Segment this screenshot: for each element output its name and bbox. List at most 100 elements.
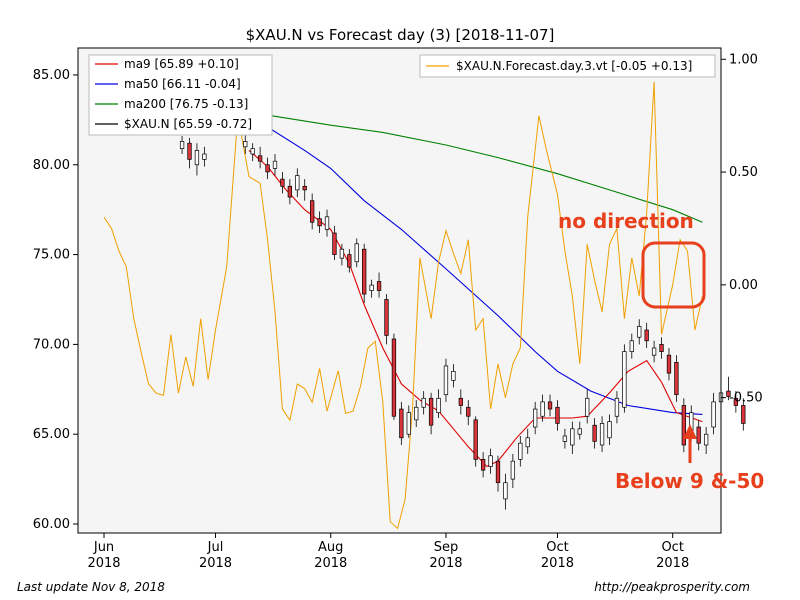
annotation-arrow-head — [683, 424, 697, 439]
candle-body — [421, 397, 426, 408]
annotation-circle — [641, 241, 706, 309]
candle-body — [458, 397, 463, 406]
legend-left-box — [88, 54, 273, 136]
candle-body — [703, 433, 709, 446]
candle-body — [324, 216, 330, 230]
left-axis: 60.00 65.00 70.00 75.00 80.00 85.00 — [33, 68, 78, 532]
candle-body — [406, 412, 411, 435]
left-tick-label: 75.00 — [33, 248, 70, 263]
legend-right: $XAU.N.Forecast.day.3.vt [-0.05 +0.13] — [419, 54, 716, 78]
footer-url: http://peakprosperity.com — [594, 580, 750, 594]
right-tick-label: 1.00 — [729, 52, 758, 67]
annotation-below: Below 9 &-50 — [615, 469, 764, 493]
x-tick-label-year: 2018 — [314, 556, 347, 571]
candle-body — [711, 401, 716, 428]
candle-body — [443, 365, 449, 396]
x-tick-label-month: Aug — [318, 540, 343, 555]
candle-body — [540, 401, 545, 417]
candle-body — [741, 405, 746, 424]
left-tick-label: 70.00 — [33, 337, 70, 352]
candle-body — [347, 254, 352, 268]
candle-body — [495, 460, 501, 484]
footer-last-update: Last update Nov 8, 2018 — [17, 580, 165, 594]
x-axis: Jun2018Jul2018Aug2018Sep2018Oct2018Oct20… — [87, 533, 689, 571]
x-tick-label-month: Sep — [434, 540, 459, 555]
candle-body — [295, 175, 300, 191]
candle-body — [451, 370, 456, 381]
candle-body — [428, 397, 434, 426]
candle-body — [376, 281, 382, 291]
x-tick-label-year: 2018 — [541, 556, 574, 571]
candle-body — [577, 428, 582, 435]
candle-body — [280, 178, 285, 187]
candle-body — [473, 419, 478, 460]
candle-body — [666, 354, 672, 374]
legend-left: ma9 [65.89 +0.10] ma50 [66.11 -0.04] ma2… — [88, 54, 273, 136]
legend-label-ma50: ma50 [66.11 -0.04] — [124, 77, 241, 91]
right-tick-label: -0.50 — [729, 391, 763, 406]
candle-body — [414, 406, 419, 421]
candle-body — [607, 421, 612, 439]
candle-body — [436, 397, 441, 413]
left-tick-label: 60.00 — [33, 517, 70, 532]
legend-label-xau: $XAU.N [65.59 -0.72] — [124, 117, 252, 131]
candle-body — [339, 248, 345, 259]
legend-label-ma200: ma200 [76.75 -0.13] — [124, 97, 248, 111]
candle-body — [466, 406, 471, 417]
candle-body — [179, 141, 185, 149]
candle-body — [354, 243, 359, 263]
legend-label-forecast: $XAU.N.Forecast.day.3.vt [-0.05 +0.13] — [456, 59, 692, 73]
legend-right-box — [419, 54, 716, 78]
candle-body — [257, 155, 263, 162]
candle-body — [243, 141, 248, 148]
candle-body — [369, 284, 374, 291]
candle-body — [629, 340, 634, 352]
plot-frame — [77, 47, 722, 534]
series-line-forecast — [103, 81, 703, 530]
candle-body — [614, 397, 620, 417]
candle-layer — [179, 134, 746, 510]
candle-body — [488, 455, 493, 467]
candle-body — [592, 424, 597, 442]
annotation-no-direction: no direction — [558, 209, 694, 233]
candle-body — [733, 397, 739, 406]
left-tick-label: 80.00 — [33, 158, 70, 173]
chart-title: $XAU.N vs Forecast day (3) [2018-11-07] — [246, 26, 555, 44]
candle-body — [518, 442, 523, 460]
candle-body — [302, 185, 307, 191]
candle-body — [250, 148, 255, 155]
candle-body — [644, 329, 649, 342]
x-tick-label-month: Jul — [207, 540, 224, 555]
candle-body — [384, 299, 389, 336]
candle-body — [287, 185, 293, 198]
candle-body — [533, 408, 538, 428]
x-tick-label-year: 2018 — [87, 556, 120, 571]
candle-body — [585, 397, 590, 417]
candle-body — [696, 426, 701, 444]
candle-body — [510, 460, 516, 480]
candle-body — [659, 344, 664, 352]
candle-body — [480, 459, 486, 471]
candle-body — [674, 362, 679, 396]
annotation-layer: no direction Below 9 &-50 — [558, 209, 764, 493]
left-tick-label: 65.00 — [33, 427, 70, 442]
legend-label-ma9: ma9 [65.89 +0.10] — [124, 57, 239, 71]
candle-body — [651, 347, 657, 356]
candle-body — [391, 338, 397, 417]
candle-body — [547, 401, 553, 410]
candle-body — [570, 428, 575, 446]
candle-body — [310, 200, 315, 223]
candle-body — [622, 351, 627, 408]
x-tick-label-year: 2018 — [199, 556, 232, 571]
candle-body — [272, 160, 278, 169]
x-tick-label-year: 2018 — [656, 556, 689, 571]
right-tick-label: 0.00 — [729, 278, 758, 293]
candle-body — [265, 164, 270, 173]
right-tick-label: 0.50 — [729, 165, 758, 180]
x-tick-label-year: 2018 — [429, 556, 462, 571]
candle-body — [637, 326, 642, 338]
candle-body — [362, 248, 367, 295]
candle-body — [681, 405, 686, 446]
candle-body — [555, 406, 560, 424]
